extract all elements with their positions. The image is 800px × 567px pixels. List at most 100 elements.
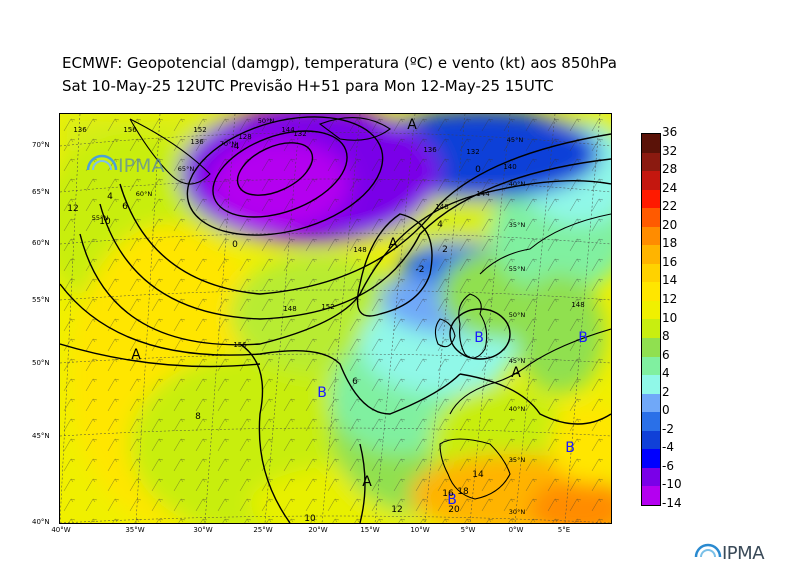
geopotential-contours — [60, 116, 611, 523]
colorbar-segment — [642, 486, 660, 505]
temp-label: 10 — [99, 217, 111, 227]
low-center: B — [565, 440, 575, 456]
colorbar-segment — [642, 467, 660, 487]
grid-label: 30°N — [509, 508, 526, 516]
contour-label: 156 — [233, 341, 247, 349]
contour-label: 136 — [423, 146, 437, 154]
contour-label: 144 — [281, 126, 295, 134]
grid-label: 65°N — [178, 165, 195, 173]
temp-label: 0 — [475, 165, 481, 175]
coast-scandinavia — [479, 213, 611, 275]
temp-label: 6 — [352, 377, 358, 387]
weather-map: A A A A A B B B B B 128 132 136 132 140 … — [59, 113, 612, 524]
coast-british-isles — [458, 293, 488, 359]
grid-label: 70°N — [220, 140, 237, 148]
temp-label: 4 — [107, 192, 113, 202]
temp-label: 4 — [437, 220, 443, 230]
lon-label: 20°W — [308, 526, 328, 534]
colorbar-label: 16 — [662, 254, 678, 269]
colorbar-segment — [642, 134, 660, 153]
grid-label: 60°N — [136, 190, 153, 198]
low-center: B — [578, 330, 588, 346]
ipma-logo: IPMA — [694, 537, 784, 567]
contour-label: 148 — [353, 246, 366, 254]
colorbar-segment — [642, 245, 660, 264]
temp-label: -4 — [231, 142, 240, 152]
temp-label: 18 — [457, 487, 469, 497]
colorbar-segment — [642, 356, 660, 376]
contour-label: 156 — [123, 126, 137, 134]
colorbar-segment — [642, 412, 660, 431]
grid-label: 35°N — [509, 221, 526, 229]
temperature-labels: 0 0 4 6 8 -4 -2 2 4 6 10 12 14 16 18 20 … — [67, 142, 484, 523]
colorbar-label: -10 — [662, 477, 682, 492]
high-center: A — [362, 474, 372, 490]
contour-label: 148 — [283, 305, 296, 313]
colorbar-segment — [642, 282, 660, 301]
colorbar-label: 8 — [662, 329, 670, 344]
lon-label: 35°W — [125, 526, 145, 534]
low-center: B — [474, 330, 484, 346]
colorbar-segment — [642, 319, 660, 339]
logo-text: IPMA — [118, 155, 164, 177]
temp-label: 0 — [232, 240, 238, 250]
high-center: A — [131, 347, 141, 363]
lon-label: 40°W — [51, 526, 71, 534]
colorbar-label: 0 — [662, 403, 670, 418]
colorbar-segment — [642, 375, 660, 394]
contour-label: 136 — [190, 138, 204, 146]
colorbar-label: -14 — [662, 496, 682, 510]
graticule — [60, 114, 611, 523]
ipma-logo-watermark: IPMA — [86, 154, 164, 177]
chart-title-line2: Sat 10-May-25 12UTC Previsão H+51 para M… — [62, 77, 554, 95]
colorbar-segment — [642, 171, 660, 190]
contour-label: 132 — [466, 148, 479, 156]
lat-label: 60°N — [32, 239, 50, 247]
high-center: A — [407, 117, 417, 133]
colorbar-label: 14 — [662, 273, 678, 288]
temp-label: 12 — [67, 204, 78, 214]
low-center: B — [317, 385, 327, 401]
high-center: A — [388, 236, 398, 252]
colorbar-label: 18 — [662, 236, 678, 251]
colorbar-segment — [642, 430, 660, 450]
lon-label: 25°W — [253, 526, 273, 534]
contour-label: 144 — [476, 190, 490, 198]
coast-ireland — [434, 318, 456, 348]
grid-labels: 70°N 65°N 60°N 55°N 50°N 45°N 40°N 35°N … — [92, 117, 526, 516]
grid-label: 45°N — [507, 136, 524, 144]
grid-label: 40°N — [509, 180, 526, 188]
lon-label: 10°W — [410, 526, 430, 534]
colorbar-label: 32 — [662, 143, 678, 158]
lat-label: 65°N — [32, 188, 50, 196]
colorbar-label: 22 — [662, 199, 678, 214]
colorbar-segment — [642, 300, 660, 320]
colorbar-label: 12 — [662, 291, 678, 306]
contour-label: 152 — [193, 126, 206, 134]
temperature-colorbar — [641, 133, 661, 506]
contour-label: 152 — [321, 303, 334, 311]
coast-greenland — [129, 118, 211, 185]
lon-label: 15°W — [360, 526, 380, 534]
contour-label: 140 — [503, 163, 516, 171]
map-svg: A A A A A B B B B B 128 132 136 132 140 … — [60, 114, 611, 523]
temp-label: 20 — [448, 505, 460, 515]
grid-label: 35°N — [509, 456, 526, 464]
contour-label: 148 — [571, 301, 584, 309]
grid-label: 50°N — [509, 311, 526, 319]
lon-label: 30°W — [193, 526, 213, 534]
lon-label: 0°W — [508, 526, 524, 534]
colorbar-label: 28 — [662, 162, 678, 177]
lon-label: 5°W — [460, 526, 476, 534]
temp-label: 6 — [122, 202, 128, 212]
coast-iceland — [318, 117, 391, 141]
temp-label: 14 — [472, 470, 484, 480]
colorbar-label: -6 — [662, 458, 674, 473]
colorbar-label: 4 — [662, 366, 670, 381]
high-center: A — [511, 365, 521, 381]
grid-label: 45°N — [509, 357, 526, 365]
temp-label: 12 — [391, 505, 402, 515]
colorbar-segment — [642, 208, 660, 227]
colorbar-label: 2 — [662, 384, 670, 399]
temp-label: -2 — [416, 265, 425, 275]
